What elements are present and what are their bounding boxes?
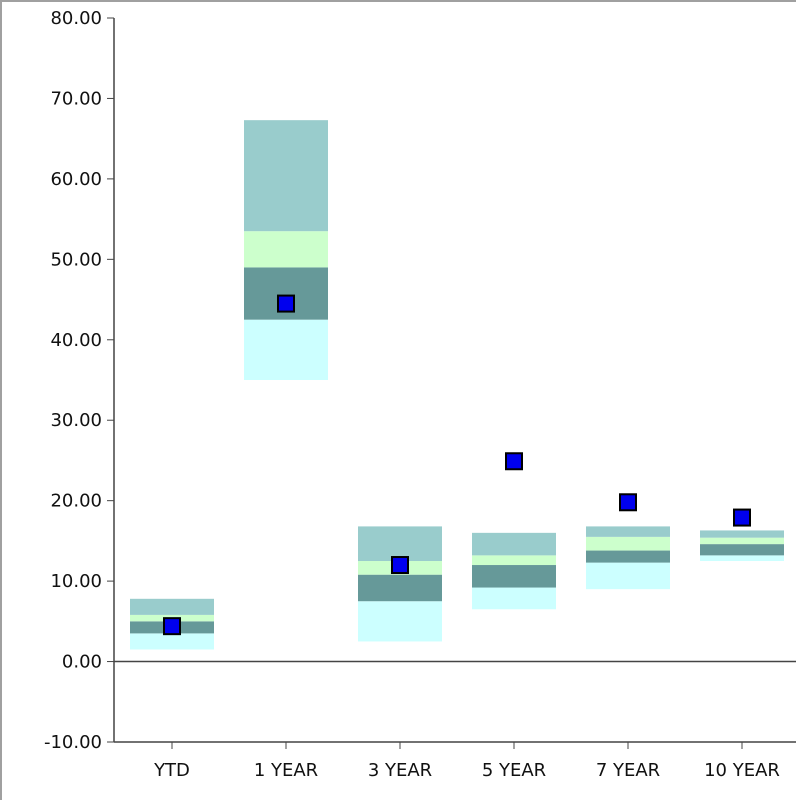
- category-label-4: 7 YEAR: [596, 760, 660, 781]
- lower-mid-band-4: [586, 550, 670, 563]
- bottom-band-1: [244, 319, 328, 380]
- category-label-2: 3 YEAR: [368, 760, 432, 781]
- axes-layer: [107, 17, 796, 749]
- marker-4: [619, 493, 637, 512]
- y-tick-label-2: 60.00: [50, 169, 102, 190]
- y-tick-label-9: -10.00: [44, 732, 102, 753]
- category-label-1: 1 YEAR: [254, 760, 318, 781]
- lower-mid-band-2: [358, 574, 442, 602]
- y-tick-label-8: 0.00: [62, 652, 102, 673]
- y-tick-label-5: 30.00: [50, 410, 102, 431]
- marker-3: [505, 452, 523, 471]
- upper-mid-band-4: [586, 536, 670, 551]
- bottom-band-4: [586, 562, 670, 590]
- marker-2: [391, 556, 409, 575]
- markers-layer: [163, 294, 751, 636]
- upper-mid-band-3: [472, 555, 556, 566]
- marker-5: [733, 508, 751, 527]
- category-label-3: 5 YEAR: [482, 760, 546, 781]
- category-label-0: YTD: [153, 760, 190, 781]
- bottom-band-3: [472, 587, 556, 610]
- bands-layer: [130, 120, 784, 650]
- y-tick-label-6: 20.00: [50, 491, 102, 512]
- y-tick-label-0: 80.00: [50, 8, 102, 29]
- top-band-3: [472, 532, 556, 556]
- top-band-5: [700, 530, 784, 538]
- top-band-2: [358, 526, 442, 561]
- y-tick-label-4: 40.00: [50, 330, 102, 351]
- top-band-1: [244, 120, 328, 232]
- bottom-band-0: [130, 633, 214, 650]
- labels-layer: YTD 1 YEAR 3 YEAR 5 YEAR 7 YEAR 10 YEAR 80.00 7…: [44, 8, 780, 781]
- top-band-4: [586, 526, 670, 537]
- y-tick-label-3: 50.00: [50, 249, 102, 270]
- upper-mid-band-1: [244, 231, 328, 268]
- y-tick-label-1: 70.00: [50, 88, 102, 109]
- lower-mid-band-5: [700, 544, 784, 556]
- upper-mid-band-5: [700, 537, 784, 545]
- bottom-band-5: [700, 555, 784, 561]
- category-label-5: 10 YEAR: [704, 760, 780, 781]
- lower-mid-band-3: [472, 565, 556, 588]
- top-band-0: [130, 598, 214, 615]
- marker-0: [163, 617, 181, 636]
- y-tick-label-7: 10.00: [50, 571, 102, 592]
- marker-1: [277, 294, 295, 313]
- bottom-band-2: [358, 601, 442, 642]
